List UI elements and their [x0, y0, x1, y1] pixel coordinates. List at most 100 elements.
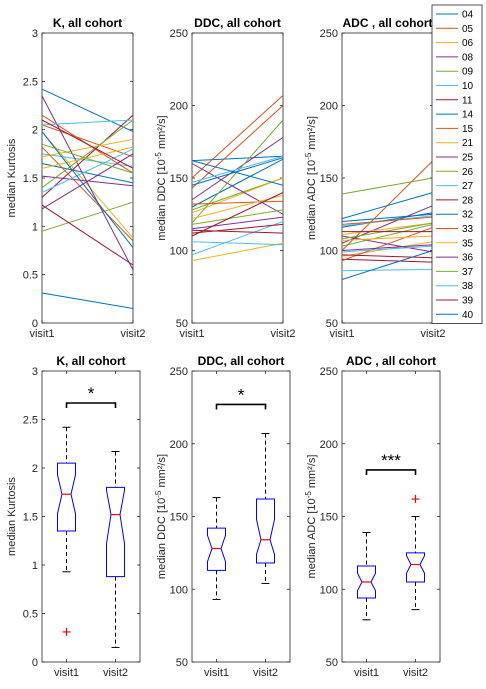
series-line-35: [41, 146, 134, 169]
box-visit2: [406, 495, 425, 611]
y-tick-label: 250: [320, 366, 338, 378]
series-line-38: [191, 241, 284, 246]
legend-item: 05: [436, 24, 474, 35]
series-line-27: [41, 119, 134, 126]
y-tick-label: 200: [320, 101, 338, 113]
y-tick-label: 100: [170, 584, 188, 596]
series-line-40: [341, 192, 434, 220]
chart-panel-1: 0 0.5 1 1.5 2 2.5 3 visit1 visit2 K, all cohort me…: [6, 16, 146, 340]
x-tick-label: visit2: [253, 667, 278, 679]
legend-item: 25: [436, 153, 474, 164]
x-tick-label: visit1: [29, 328, 54, 340]
y-tick-label: 50: [176, 318, 188, 330]
legend-label: 06: [462, 38, 474, 49]
series-line-37: [191, 209, 284, 225]
series-line-39: [191, 192, 284, 237]
series-line-32: [341, 250, 434, 280]
y-axis-label: median DDC [10-5 mm²/s]: [154, 115, 168, 240]
significance-bracket: [215, 403, 267, 410]
legend-label: 25: [462, 153, 474, 164]
chart-panel-6: 50 100 150 200 250 visit1 visit2 ADC , all coho…: [304, 354, 441, 679]
y-tick-label: 2.5: [23, 415, 38, 427]
legend-label: 14: [462, 110, 474, 121]
box-visit2: [256, 433, 275, 584]
legend-label: 05: [462, 24, 474, 35]
y-tick-label: 1: [32, 560, 38, 572]
chart-title: ADC , all cohort: [346, 354, 436, 368]
legend-item: 39: [436, 296, 474, 307]
legend-item: 36: [436, 253, 474, 264]
y-axis-label-text: median DDC [10: [156, 498, 168, 579]
chart-title: DDC, all cohort: [194, 16, 281, 30]
series-line-28: [41, 204, 134, 266]
legend-item: 04: [436, 10, 474, 21]
y-tick-label: 0: [32, 657, 38, 669]
chart-title: ADC , all cohort: [342, 16, 432, 30]
legend-box: [431, 4, 483, 325]
series-line-35: [341, 235, 434, 241]
chart-panel-5: 50 100 150 200 250 visit1 visit2 DDC, all cohor…: [154, 354, 291, 679]
legend-item: 38: [436, 281, 474, 292]
chart-panel-2: 50 100 150 200 250 visit1 visit2 DDC, all cohor…: [154, 16, 296, 340]
significance-label: ***: [381, 451, 401, 470]
series-line-38: [41, 148, 134, 193]
y-tick-label: 3: [32, 28, 38, 40]
significance-bracket: [365, 469, 417, 475]
series-line-06: [191, 242, 284, 262]
series-line-14: [341, 212, 434, 228]
legend-item: 08: [436, 52, 474, 63]
axes-box: [41, 370, 141, 663]
y-axis-label-superscript: -5: [154, 490, 163, 498]
legend-label: 37: [462, 267, 474, 278]
y-tick-label: 1: [32, 221, 38, 233]
legend-label: 21: [462, 138, 474, 149]
y-tick-label: 2.5: [23, 76, 38, 88]
y-axis-label-unit: mm²/s]: [306, 455, 318, 492]
y-axis-label-unit: mm²/s]: [306, 116, 318, 153]
x-tick-label: visit1: [329, 328, 354, 340]
y-tick-label: 0: [32, 318, 38, 330]
series-line-08: [341, 205, 434, 244]
box-visit2: [106, 451, 125, 648]
legend-item: 28: [436, 195, 474, 206]
x-tick-label: visit2: [420, 328, 445, 340]
chart-title: K, all cohort: [53, 16, 122, 30]
series-line-08: [191, 136, 284, 201]
y-tick-label: 250: [170, 366, 188, 378]
legend-label: 04: [462, 10, 474, 21]
series-line-37: [341, 222, 434, 240]
outlier-marker: [62, 627, 71, 636]
outlier-marker: [411, 495, 420, 504]
series-line-25: [191, 163, 284, 215]
legend-label: 09: [462, 67, 474, 78]
chart-title: DDC, all cohort: [198, 354, 285, 368]
legend-label: 33: [462, 224, 474, 235]
series-line-33: [41, 146, 134, 242]
box-visit1: [57, 426, 76, 636]
series-line-36: [41, 153, 134, 210]
y-axis-label-unit: mm²/s]: [156, 115, 168, 152]
box-visit1: [357, 532, 376, 621]
legend-item: 35: [436, 238, 474, 249]
notched-box: [406, 552, 425, 583]
legend-label: 40: [462, 310, 474, 321]
series-line-25: [341, 235, 434, 253]
series-line-11: [191, 223, 284, 234]
x-tick-label: visit1: [354, 667, 379, 679]
series-line-04: [41, 88, 134, 133]
y-axis-label-superscript: -5: [154, 152, 163, 160]
legend-label: 28: [462, 195, 474, 206]
legend-label: 11: [462, 95, 473, 106]
x-tick-label: visit2: [120, 328, 145, 340]
series-line-26: [341, 223, 434, 247]
x-tick-label: visit1: [54, 667, 79, 679]
x-tick-label: visit1: [204, 667, 229, 679]
legend-item: 06: [436, 38, 474, 49]
y-tick-label: 50: [326, 318, 338, 330]
notched-box: [106, 486, 125, 578]
significance-label: *: [238, 385, 245, 404]
legend-item: 11: [436, 95, 473, 106]
y-axis-label: median DDC [10-5 mm²/s]: [154, 454, 168, 579]
y-tick-label: 2: [32, 125, 38, 137]
